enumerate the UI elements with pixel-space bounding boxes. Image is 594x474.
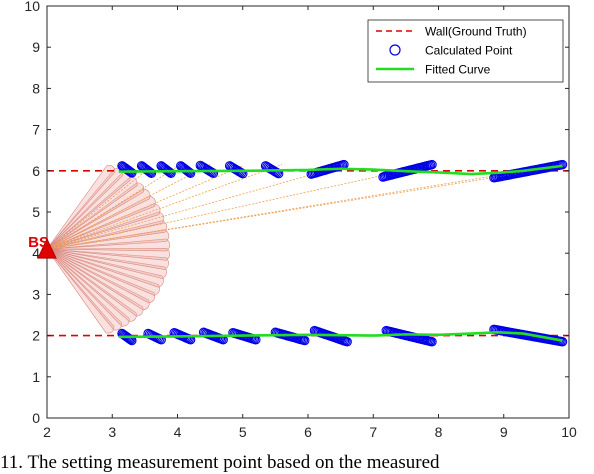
- beam-lobe: [47, 248, 122, 331]
- beam-lobe: [47, 248, 144, 317]
- y-tick-label: 2: [32, 328, 40, 344]
- beam-lobe: [47, 248, 137, 322]
- ray-lines: [47, 164, 563, 250]
- calculated-point: [342, 337, 352, 347]
- beam-lobe: [47, 248, 171, 261]
- x-tick-label: 7: [369, 424, 377, 440]
- x-tick-label: 4: [174, 424, 182, 440]
- beam-lobe: [47, 220, 168, 250]
- y-axis: 0 1 2 3 4 5 6 7 8 9 10: [24, 0, 569, 426]
- calculated-point: [557, 337, 568, 347]
- calculated-point: [123, 333, 134, 343]
- fitted-curve: [118, 331, 563, 342]
- x-tick-label: 6: [304, 424, 312, 440]
- legend-curve-label: Fitted Curve: [425, 63, 491, 77]
- legend-wall-label: Wall(Ground Truth): [425, 25, 527, 39]
- calculated-point: [427, 159, 437, 170]
- beam-lobe: [47, 248, 156, 304]
- legend: Wall(Ground Truth) Calculated Point Fitt…: [367, 19, 564, 83]
- beam-lobe: [47, 248, 115, 334]
- y-tick-label: 9: [32, 39, 40, 55]
- y-tick-label: 7: [32, 122, 40, 138]
- calculated-point: [557, 159, 568, 170]
- fitted-curve: [118, 164, 563, 176]
- y-tick-label: 1: [32, 369, 40, 385]
- y-tick-label: 3: [32, 286, 40, 302]
- base-station-marker: [37, 237, 57, 259]
- y-tick-label: 10: [24, 0, 40, 14]
- beam-lobe: [47, 248, 164, 288]
- ray-line: [47, 166, 178, 250]
- ray-line: [47, 164, 433, 250]
- calculated-point: [146, 168, 157, 179]
- x-tick-label: 3: [108, 424, 116, 440]
- calculated-point: [185, 168, 196, 179]
- ray-line: [47, 164, 348, 250]
- calculated-point: [208, 168, 219, 179]
- calculated-point: [207, 167, 217, 178]
- figure-caption: 11. The setting measurement point based …: [0, 452, 440, 473]
- beam-fan: [47, 165, 171, 334]
- x-tick-label: 2: [43, 424, 51, 440]
- fitted-curves: [118, 164, 563, 342]
- x-tick-label: 10: [561, 424, 577, 440]
- beam-lobe: [47, 248, 160, 296]
- ray-line: [47, 164, 283, 250]
- chart-svg: 2 3 4 5 6 7 8 9 10 0 1 2 3 4 5 6 7 8 9 10 BS Wall(Ground T…: [24, 0, 577, 440]
- beam-lobe: [47, 248, 150, 311]
- calculated-point: [124, 334, 135, 344]
- y-tick-label: 6: [32, 163, 40, 179]
- y-tick-label: 4: [32, 245, 40, 261]
- y-tick-label: 0: [32, 410, 40, 426]
- y-tick-label: 8: [32, 80, 40, 96]
- calculated-point: [236, 168, 247, 178]
- beam-lobe: [47, 165, 116, 250]
- calculated-point: [272, 168, 283, 178]
- calculated-points: [117, 159, 568, 347]
- calculated-point: [271, 167, 281, 177]
- x-tick-label: 9: [500, 424, 508, 440]
- legend-point-swatch: [389, 44, 401, 56]
- beam-lobe: [47, 248, 167, 279]
- legend-point-label: Calculated Point: [425, 44, 513, 58]
- ray-line: [47, 165, 243, 250]
- x-tick-label: 5: [239, 424, 247, 440]
- y-tick-label: 5: [32, 204, 40, 220]
- calculated-point: [427, 337, 437, 347]
- ray-line: [47, 164, 211, 250]
- calculated-point: [299, 335, 310, 346]
- beam-lobe: [47, 248, 130, 327]
- beam-lobe: [47, 248, 169, 270]
- calculated-point: [166, 168, 176, 179]
- base-station-label: BS: [28, 234, 49, 251]
- x-tick-label: 8: [435, 424, 443, 440]
- x-axis: 2 3 4 5 6 7 8 9 10: [43, 6, 577, 440]
- ray-line: [47, 164, 563, 250]
- ray-line: [47, 166, 152, 250]
- base-station: BS: [28, 234, 57, 259]
- calculated-point: [238, 168, 248, 179]
- ray-line: [47, 176, 498, 250]
